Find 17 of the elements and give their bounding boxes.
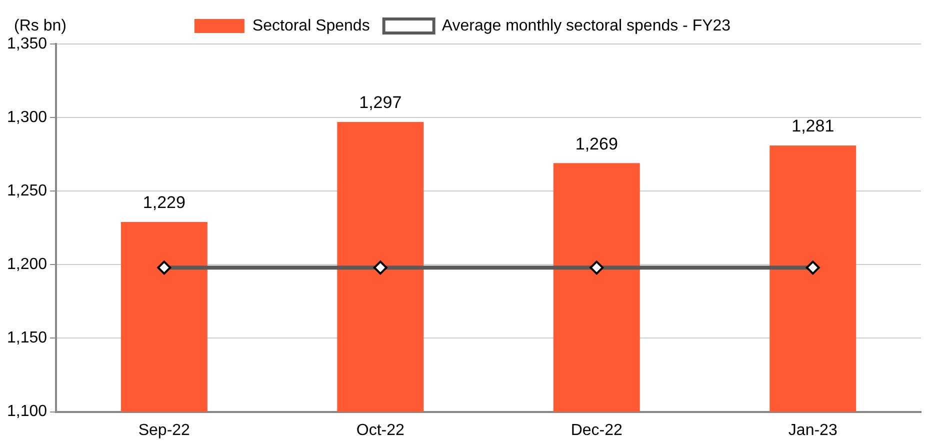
y-tick-label: 1,250 — [6, 182, 48, 200]
x-tick-label: Sep-22 — [138, 422, 190, 439]
x-tick-label: Dec-22 — [570, 422, 623, 439]
legend-label: Sectoral Spends — [252, 17, 370, 34]
y-axis-title: (Rs bn) — [14, 17, 66, 34]
data-label: 1,297 — [359, 93, 402, 112]
legend-label: Average monthly sectoral spends - FY23 — [442, 17, 731, 34]
y-tick-label: 1,350 — [6, 35, 48, 52]
y-tick-label: 1,300 — [6, 108, 48, 126]
data-label: 1,229 — [142, 193, 186, 212]
data-label: 1,281 — [792, 116, 834, 136]
y-tick-label: 1,200 — [6, 256, 48, 274]
y-tick-label: 1,100 — [6, 403, 48, 420]
x-tick-label: Jan-23 — [788, 422, 838, 439]
x-tick-label: Oct-22 — [356, 422, 405, 439]
data-label: 1,269 — [575, 134, 618, 154]
y-tick-label: 1,150 — [6, 330, 48, 347]
